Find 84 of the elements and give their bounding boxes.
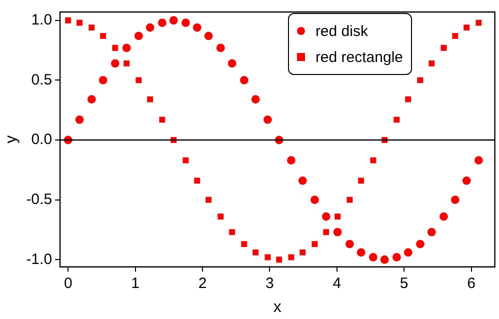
- point: [228, 59, 236, 68]
- point: [218, 214, 224, 220]
- point: [134, 32, 143, 40]
- y-tick-label: -1.0: [26, 250, 52, 268]
- y-axis-title: y: [3, 135, 20, 144]
- point: [264, 254, 271, 260]
- point: [380, 255, 389, 264]
- y-tick-label: 0.5: [31, 71, 52, 88]
- point: [404, 248, 412, 257]
- y-tick-label: 1.0: [31, 12, 52, 29]
- point: [251, 95, 260, 104]
- point: [216, 44, 225, 52]
- point: [204, 32, 213, 40]
- point: [416, 240, 424, 248]
- point: [158, 18, 166, 27]
- point: [298, 176, 307, 185]
- point: [392, 253, 401, 262]
- point: [88, 24, 95, 31]
- point: [358, 178, 364, 184]
- x-axis-title: x: [273, 298, 282, 316]
- point: [356, 248, 366, 257]
- legend-label: red disk: [315, 22, 368, 40]
- point: [76, 20, 83, 26]
- y-tick-label: -0.5: [26, 190, 52, 208]
- point: [182, 157, 189, 164]
- point: [241, 241, 248, 248]
- point: [240, 76, 248, 84]
- point: [98, 76, 108, 84]
- point: [464, 24, 470, 31]
- point: [182, 18, 190, 27]
- point: [474, 156, 483, 165]
- x-tick-label: 2: [198, 274, 207, 292]
- point: [112, 44, 118, 51]
- point: [462, 176, 471, 185]
- point: [300, 249, 306, 256]
- x-tick-label: 0: [64, 274, 72, 292]
- point: [428, 60, 435, 66]
- x-tick-label: 6: [467, 274, 476, 292]
- point: [370, 157, 376, 164]
- point: [87, 95, 96, 104]
- point: [288, 254, 294, 260]
- point: [100, 32, 106, 39]
- point: [263, 115, 272, 124]
- point: [452, 32, 458, 39]
- point: [65, 17, 72, 24]
- point: [287, 156, 296, 165]
- x-tick-label: 1: [131, 274, 140, 292]
- point: [405, 96, 412, 102]
- point: [124, 60, 130, 66]
- point: [194, 178, 200, 184]
- point: [252, 249, 259, 256]
- point: [450, 196, 460, 204]
- x-tick-label: 5: [400, 274, 408, 292]
- point: [206, 196, 212, 203]
- point: [345, 240, 354, 248]
- legend-label: red rectangle: [315, 48, 403, 66]
- point: [110, 59, 120, 68]
- point: [229, 229, 236, 236]
- point: [169, 16, 178, 25]
- point: [427, 228, 436, 236]
- point: [276, 256, 282, 263]
- point: [368, 253, 378, 262]
- point: [346, 196, 353, 203]
- point: [159, 116, 166, 123]
- point: [440, 212, 448, 221]
- point: [122, 44, 131, 52]
- point: [440, 44, 447, 51]
- point: [333, 228, 342, 236]
- point: [323, 229, 330, 236]
- x-tick-label: 4: [332, 274, 342, 292]
- point: [322, 212, 330, 221]
- point: [310, 196, 319, 204]
- point: [75, 115, 84, 124]
- point: [394, 116, 400, 123]
- point: [146, 23, 154, 32]
- point: [312, 241, 318, 248]
- point: [476, 20, 482, 26]
- point: [334, 214, 341, 220]
- point: [147, 96, 154, 102]
- y-tick-label: 0.0: [31, 131, 52, 148]
- point: [192, 23, 202, 32]
- point: [136, 77, 142, 84]
- x-tick-label: 3: [266, 274, 274, 292]
- point: [417, 77, 424, 84]
